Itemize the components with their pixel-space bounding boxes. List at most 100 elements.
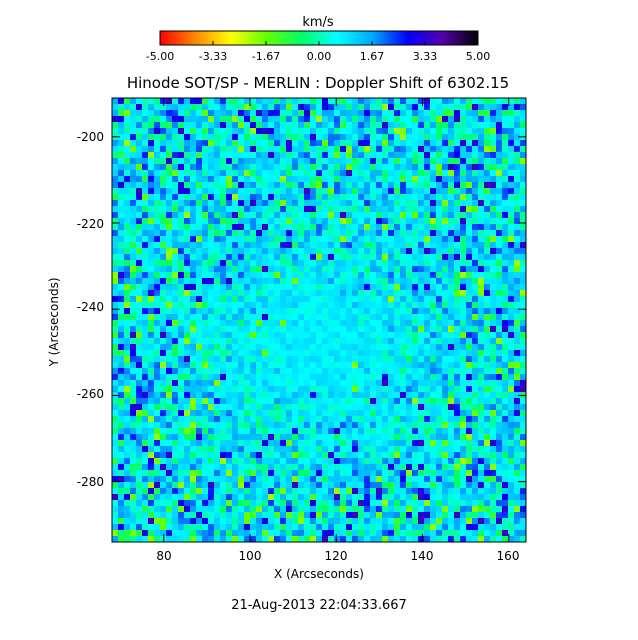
heatmap-cell	[238, 248, 244, 254]
heatmap-cell	[472, 248, 478, 254]
heatmap-cell	[178, 272, 184, 278]
heatmap-cell	[268, 248, 274, 254]
heatmap-cell	[382, 362, 388, 368]
heatmap-cell	[520, 332, 526, 338]
heatmap-cell	[118, 332, 124, 338]
heatmap-cell	[400, 230, 406, 236]
heatmap-cell	[298, 284, 304, 290]
heatmap-cell	[190, 476, 196, 482]
heatmap-cell	[250, 302, 256, 308]
heatmap-cell	[256, 236, 262, 242]
heatmap-cell	[136, 494, 142, 500]
heatmap-cell	[496, 524, 502, 530]
heatmap-cell	[226, 176, 232, 182]
heatmap-cell	[208, 302, 214, 308]
heatmap-cell	[130, 380, 136, 386]
heatmap-cell	[226, 260, 232, 266]
heatmap-cell	[424, 524, 430, 530]
heatmap-cell	[352, 152, 358, 158]
heatmap-cell	[196, 416, 202, 422]
heatmap-cell	[346, 236, 352, 242]
heatmap-cell	[196, 512, 202, 518]
heatmap-cell	[358, 380, 364, 386]
heatmap-cell	[466, 176, 472, 182]
heatmap-cell	[112, 482, 118, 488]
heatmap-cell	[118, 164, 124, 170]
heatmap-cell	[190, 440, 196, 446]
heatmap-cell	[448, 404, 454, 410]
heatmap-cell	[382, 140, 388, 146]
heatmap-cell	[472, 266, 478, 272]
heatmap-cell	[514, 98, 520, 104]
heatmap-cell	[304, 476, 310, 482]
heatmap-cell	[310, 350, 316, 356]
heatmap-cell	[268, 170, 274, 176]
heatmap-cell	[478, 428, 484, 434]
heatmap-cell	[520, 476, 526, 482]
heatmap-cell	[370, 368, 376, 374]
heatmap-cell	[478, 404, 484, 410]
heatmap-cell	[304, 500, 310, 506]
heatmap-cell	[466, 494, 472, 500]
heatmap-cell	[430, 332, 436, 338]
heatmap-cell	[178, 146, 184, 152]
heatmap-cell	[190, 176, 196, 182]
heatmap-cell	[340, 176, 346, 182]
heatmap-cell	[310, 326, 316, 332]
heatmap-cell	[430, 482, 436, 488]
heatmap-cell	[322, 488, 328, 494]
heatmap-cell	[328, 140, 334, 146]
heatmap-cell	[394, 452, 400, 458]
heatmap-cell	[202, 230, 208, 236]
heatmap-cell	[304, 272, 310, 278]
heatmap-cell	[118, 320, 124, 326]
heatmap-cell	[358, 410, 364, 416]
heatmap-cell	[496, 470, 502, 476]
heatmap-cell	[310, 260, 316, 266]
heatmap-cell	[280, 344, 286, 350]
heatmap-cell	[226, 410, 232, 416]
heatmap-cell	[250, 140, 256, 146]
heatmap-cell	[244, 428, 250, 434]
heatmap-cell	[280, 242, 286, 248]
heatmap-cell	[190, 212, 196, 218]
heatmap-cell	[418, 512, 424, 518]
heatmap-cell	[202, 242, 208, 248]
heatmap-cell	[328, 308, 334, 314]
heatmap-cell	[442, 428, 448, 434]
heatmap-cell	[166, 236, 172, 242]
heatmap-cell	[238, 512, 244, 518]
heatmap-cell	[400, 254, 406, 260]
heatmap-cell	[238, 170, 244, 176]
heatmap-cell	[136, 242, 142, 248]
heatmap-cell	[430, 524, 436, 530]
heatmap-cell	[130, 338, 136, 344]
heatmap-cell	[514, 470, 520, 476]
heatmap-cell	[472, 224, 478, 230]
heatmap-cell	[382, 416, 388, 422]
heatmap-cell	[358, 308, 364, 314]
heatmap-cell	[172, 416, 178, 422]
heatmap-cell	[124, 314, 130, 320]
heatmap-cell	[178, 374, 184, 380]
heatmap-cell	[496, 182, 502, 188]
heatmap-cell	[472, 98, 478, 104]
heatmap-cell	[316, 398, 322, 404]
heatmap-cell	[466, 266, 472, 272]
heatmap-cell	[394, 518, 400, 524]
heatmap-cell	[148, 338, 154, 344]
heatmap-cell	[430, 242, 436, 248]
heatmap-cell	[118, 512, 124, 518]
heatmap-cell	[268, 236, 274, 242]
heatmap-cell	[424, 440, 430, 446]
heatmap-cell	[508, 452, 514, 458]
heatmap-cell	[316, 410, 322, 416]
heatmap-cell	[280, 200, 286, 206]
heatmap-cell	[280, 476, 286, 482]
heatmap-cell	[166, 350, 172, 356]
heatmap-cell	[472, 134, 478, 140]
heatmap-cell	[184, 320, 190, 326]
heatmap-cell	[244, 110, 250, 116]
heatmap-cell	[436, 374, 442, 380]
heatmap-cell	[298, 494, 304, 500]
